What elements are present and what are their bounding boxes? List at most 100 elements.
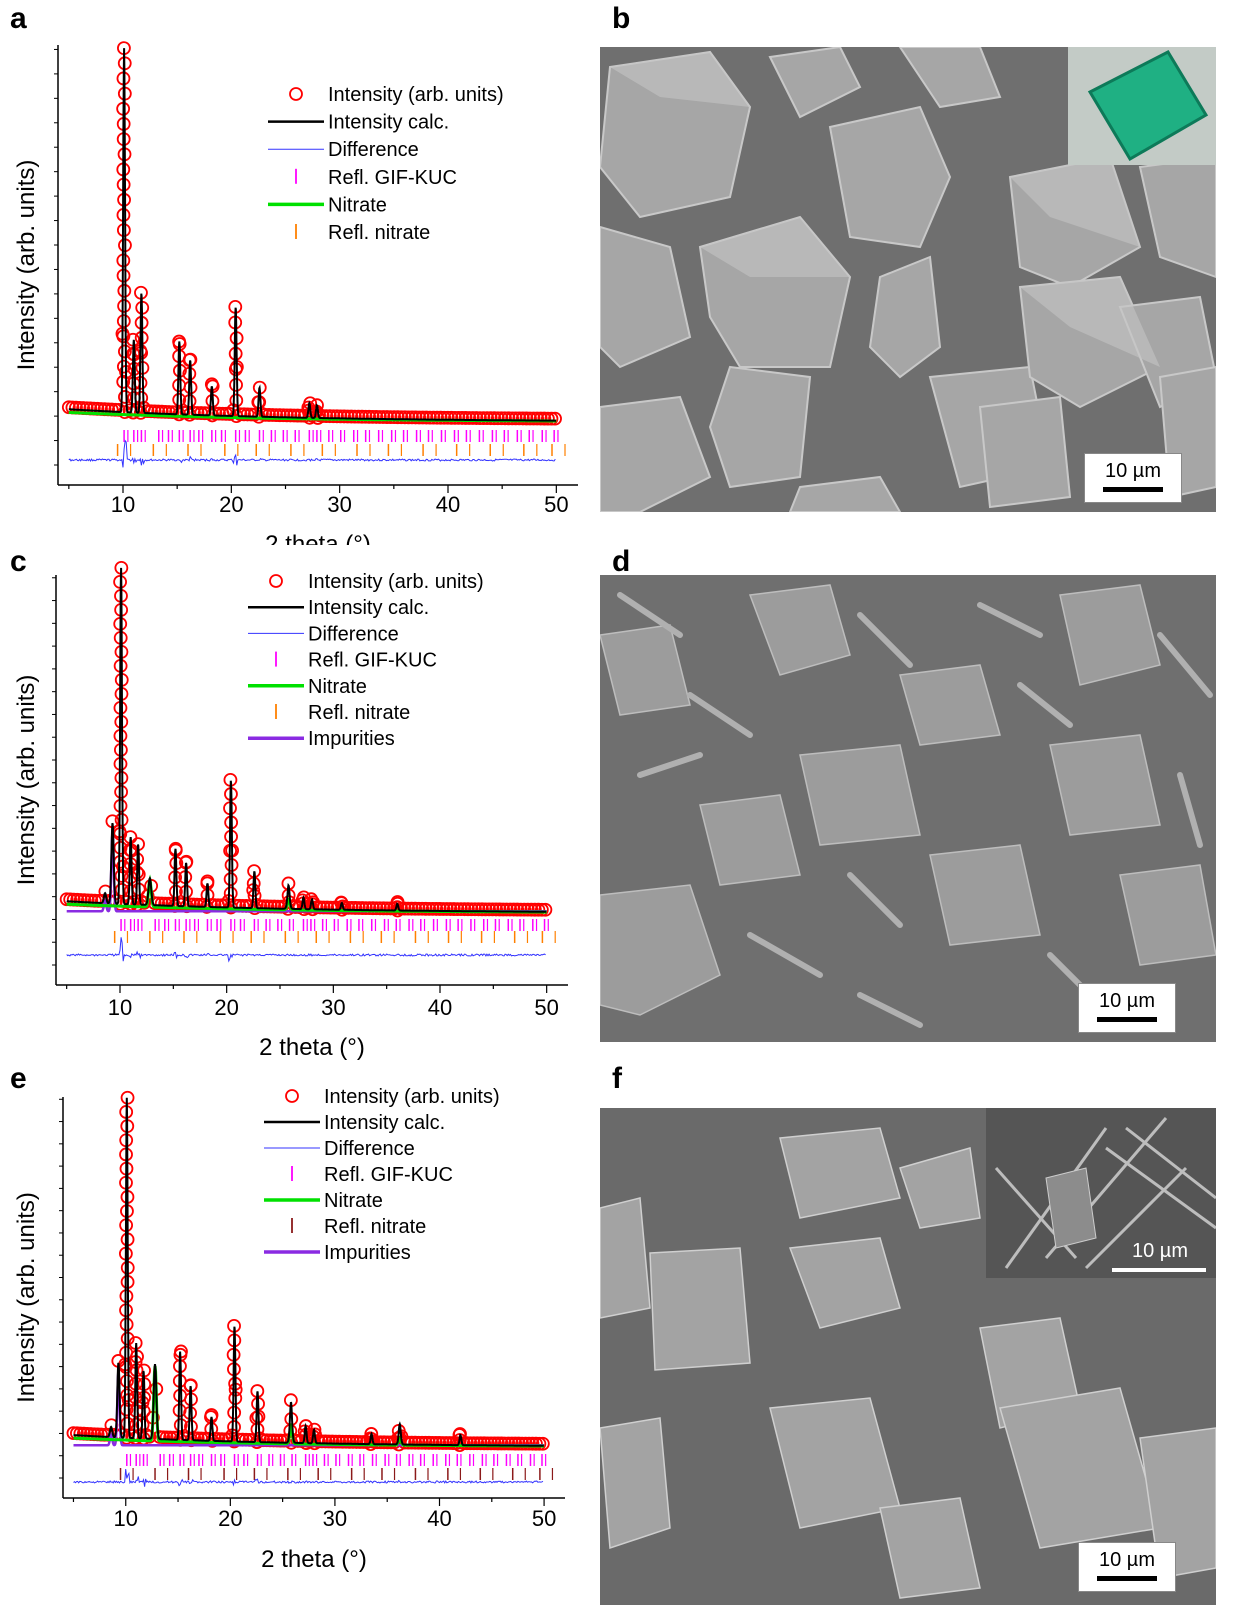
panel-label-b: b [612, 2, 631, 35]
observed-point [351, 901, 366, 915]
observed-peak-point [117, 299, 131, 313]
sem-image-d: 10 µm [600, 575, 1216, 1042]
legend-label: Intensity calc. [324, 1112, 445, 1134]
observed-point [165, 405, 180, 420]
optical-inset-b [1068, 47, 1216, 165]
observed-point [496, 902, 511, 917]
observed-point [540, 411, 555, 426]
observed-point [497, 1436, 512, 1451]
observed-point [527, 902, 542, 917]
calc-curve [68, 48, 556, 422]
scale-bar-label-f: 10 µm [1099, 1549, 1155, 1571]
x-tick-label: 40 [427, 1506, 451, 1531]
legend-label: Refl. nitrate [328, 222, 430, 244]
observed-point [503, 902, 518, 917]
sem-image-b: 10 µm [600, 47, 1216, 512]
observed-point [520, 902, 535, 917]
observed-peak-point [116, 359, 131, 374]
observed-point [430, 410, 444, 425]
scale-bar-d: 10 µm [1078, 983, 1176, 1033]
observed-point [533, 411, 548, 426]
observed-point [418, 901, 433, 916]
observed-point [518, 1436, 533, 1451]
observed-point [454, 902, 468, 917]
observed-point [448, 410, 462, 425]
observed-point [444, 410, 459, 425]
observed-point [515, 411, 530, 426]
observed-point [519, 411, 534, 426]
observed-point [369, 410, 384, 424]
observed-point [499, 902, 514, 917]
observed-point [425, 901, 440, 916]
observed-peak-point [223, 872, 238, 887]
observed-peak-point [227, 1420, 241, 1434]
observed-point [526, 411, 541, 426]
observed-point [383, 410, 398, 425]
observed-point [351, 409, 366, 424]
x-tick-label: 30 [321, 995, 345, 1020]
observed-point [439, 902, 454, 916]
observed-point [137, 895, 152, 910]
observed-peak-point [114, 882, 129, 897]
observed-points [59, 560, 553, 918]
observed-point [482, 902, 496, 917]
observed-point [461, 902, 475, 917]
observed-point [462, 411, 477, 425]
observed-point [531, 902, 546, 917]
observed-point [505, 411, 520, 426]
x-tick-label: 30 [323, 1506, 347, 1531]
x-tick-label: 10 [111, 492, 135, 517]
observed-point [412, 410, 427, 425]
observed-point [280, 408, 294, 423]
legend-marker-observed [285, 1089, 299, 1103]
observed-point [330, 409, 344, 424]
x-tick-label: 40 [436, 492, 460, 517]
observed-point [415, 901, 430, 916]
legend-label: Refl. GIF-KUC [324, 1164, 453, 1186]
difference-curve [68, 439, 556, 468]
observed-point [538, 902, 553, 917]
x-tick-label: 50 [534, 995, 558, 1020]
x-tick-label: 30 [327, 492, 351, 517]
observed-peak-point [334, 896, 349, 910]
xrd-chart-e: 10 20 30 40 50 2 theta (°) Intensity (arb. uni… [13, 1086, 565, 1573]
observed-point [446, 902, 461, 916]
observed-point [475, 902, 489, 917]
sem-crystals-d [600, 575, 1216, 1042]
sem-image-f: 10 µm 10 µm [600, 1108, 1216, 1605]
observed-point [532, 1436, 547, 1451]
scale-bar-b: 10 µm [1084, 453, 1182, 503]
observed-point [142, 1429, 157, 1444]
observed-point [508, 1436, 523, 1451]
observed-peak-point [116, 314, 131, 329]
observed-point [437, 410, 452, 425]
observed-point [344, 409, 359, 424]
difference-curve [66, 937, 546, 963]
observed-point [525, 1436, 540, 1451]
observed-point [222, 407, 237, 421]
observed-point [423, 410, 437, 425]
legend-label: Nitrate [324, 1190, 383, 1212]
observed-peak-point [229, 378, 243, 392]
observed-point [433, 410, 448, 425]
observed-point [362, 901, 377, 916]
observed-point [397, 410, 412, 425]
inset-scale-bar-f [1112, 1268, 1206, 1272]
observed-point [529, 1436, 543, 1451]
scale-bar-label-b: 10 µm [1105, 460, 1161, 482]
observed-point [522, 1436, 536, 1451]
observed-point [468, 902, 482, 917]
observed-peak-point [223, 886, 238, 901]
x-tick-label: 50 [532, 1506, 556, 1531]
observed-point [394, 410, 409, 425]
observed-point [494, 411, 509, 426]
observed-point [483, 411, 498, 426]
observed-point [501, 411, 516, 426]
observed-point [469, 411, 484, 425]
observed-point [355, 901, 370, 915]
observed-point [262, 408, 276, 422]
observed-point [471, 902, 486, 917]
observed-point [426, 410, 441, 425]
observed-point [455, 411, 469, 425]
legend-label: Intensity calc. [308, 597, 429, 619]
